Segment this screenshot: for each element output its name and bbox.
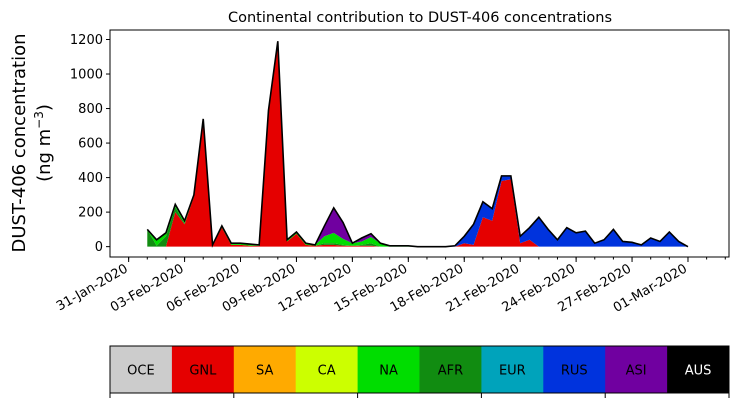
- y-axis-unit-exponent: −3: [32, 111, 46, 129]
- total-outline-line: [146, 41, 689, 248]
- legend-swatch-rus: [543, 346, 606, 393]
- legend-swatch-oce: [110, 346, 173, 393]
- legend-label-oce: OCE: [127, 364, 155, 379]
- plot-areas: [147, 41, 688, 247]
- y-axis-unit-base: (ng m: [34, 129, 55, 182]
- y-axis-label: DUST-406 concentration (ng m−3): [9, 33, 55, 252]
- legend-label-gnl: GNL: [189, 364, 217, 379]
- legend-label-eur: EUR: [499, 364, 526, 379]
- legend-label-aus: AUS: [685, 364, 712, 379]
- area-gnl: [147, 42, 688, 247]
- y-tick-label: 200: [78, 206, 103, 221]
- area-rus: [147, 41, 688, 247]
- area-na: [147, 41, 688, 247]
- chart-title: Continental contribution to DUST-406 con…: [228, 10, 612, 26]
- legend-swatch-afr: [419, 346, 482, 393]
- area-afr: [147, 42, 688, 247]
- y-axis-unit-close: ): [34, 104, 55, 111]
- legend-swatch-eur: [481, 346, 544, 393]
- legend-label-afr: AFR: [438, 364, 463, 379]
- legend-label-ca: CA: [318, 364, 336, 379]
- legend-swatch-gnl: [171, 346, 235, 393]
- x-axis-ticks: 31-Jan-202003-Feb-202006-Feb-202009-Feb-…: [54, 257, 726, 316]
- plot-outline: [146, 41, 689, 248]
- y-tick-label: 800: [78, 102, 103, 117]
- legend-label-asi: ASI: [626, 364, 647, 379]
- legend-label-na: NA: [379, 364, 398, 379]
- legend-label-sa: SA: [256, 364, 273, 379]
- y-tick-label: 1200: [70, 33, 103, 48]
- legend-swatch-aus: [667, 346, 730, 393]
- legend-swatch-sa: [233, 346, 296, 393]
- y-tick-label: 1000: [70, 68, 103, 83]
- y-tick-label: 400: [78, 171, 103, 186]
- y-tick-label: 0: [95, 240, 103, 255]
- legend-swatch-ca: [295, 346, 358, 393]
- y-axis-label-line2: (ng m−3): [32, 104, 55, 182]
- area-asi: [147, 41, 688, 247]
- y-tick-label: 600: [78, 137, 103, 152]
- y-axis-label-line1: DUST-406 concentration: [9, 33, 30, 252]
- y-axis-ticks: 0 200 400 600 800 1000 1200: [70, 33, 110, 255]
- legend-label-rus: RUS: [561, 364, 588, 379]
- legend-swatch-na: [357, 346, 420, 393]
- legend-swatch-asi: [605, 346, 668, 393]
- legend-colorbar: OCE GNL SA CA NA AFR EUR RUS ASI AUS: [109, 345, 730, 398]
- plot-frame: [109, 29, 730, 258]
- legend-frame: [109, 345, 730, 394]
